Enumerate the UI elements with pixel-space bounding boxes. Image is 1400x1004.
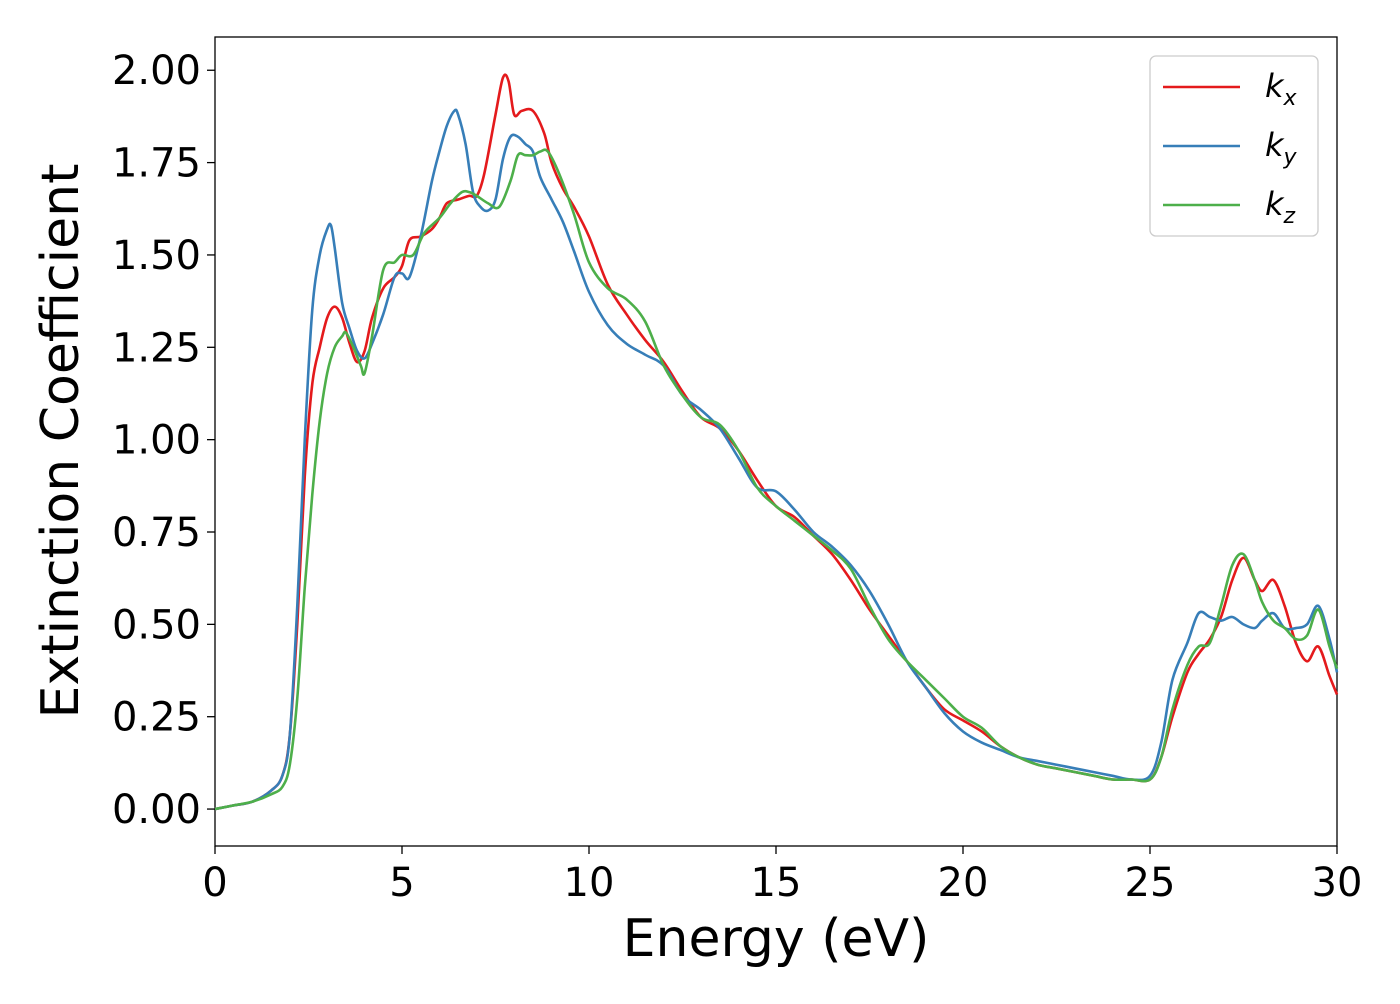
y-tick-label: 1.00	[112, 418, 201, 464]
x-axis-ticks: 0 5 10 15 20 25 30	[202, 846, 1362, 906]
y-tick-label: 1.75	[112, 141, 201, 187]
y-tick-label: 0.00	[112, 787, 201, 833]
x-tick-label: 25	[1125, 860, 1176, 906]
y-tick-label: 2.00	[112, 48, 201, 94]
x-axis-label: Energy (eV)	[623, 909, 930, 969]
x-tick-label: 0	[202, 860, 227, 906]
series-line-ky	[214, 108, 1339, 811]
y-tick-label: 0.50	[112, 602, 201, 648]
series-line-kx	[214, 73, 1339, 811]
legend-subscript: y	[1283, 145, 1298, 170]
x-tick-label: 20	[938, 860, 989, 906]
series-line-kz	[214, 148, 1339, 811]
series-layer	[214, 73, 1339, 811]
y-tick-label: 0.25	[112, 695, 201, 741]
x-tick-label: 10	[564, 860, 615, 906]
y-tick-label: 0.75	[112, 510, 201, 556]
y-tick-label: 1.25	[112, 325, 201, 371]
y-axis-label: Extinction Coefficient	[31, 164, 91, 719]
y-axis-ticks: 0.00 0.25 0.50 0.75 1.00 1.25 1.50 1.75 2.00	[112, 48, 215, 833]
y-tick-label: 1.50	[112, 233, 201, 279]
x-tick-label: 30	[1312, 860, 1363, 906]
legend-subscript: z	[1283, 204, 1296, 229]
x-tick-label: 15	[751, 860, 802, 906]
x-tick-label: 5	[389, 860, 414, 906]
legend-subscript: x	[1283, 86, 1298, 111]
